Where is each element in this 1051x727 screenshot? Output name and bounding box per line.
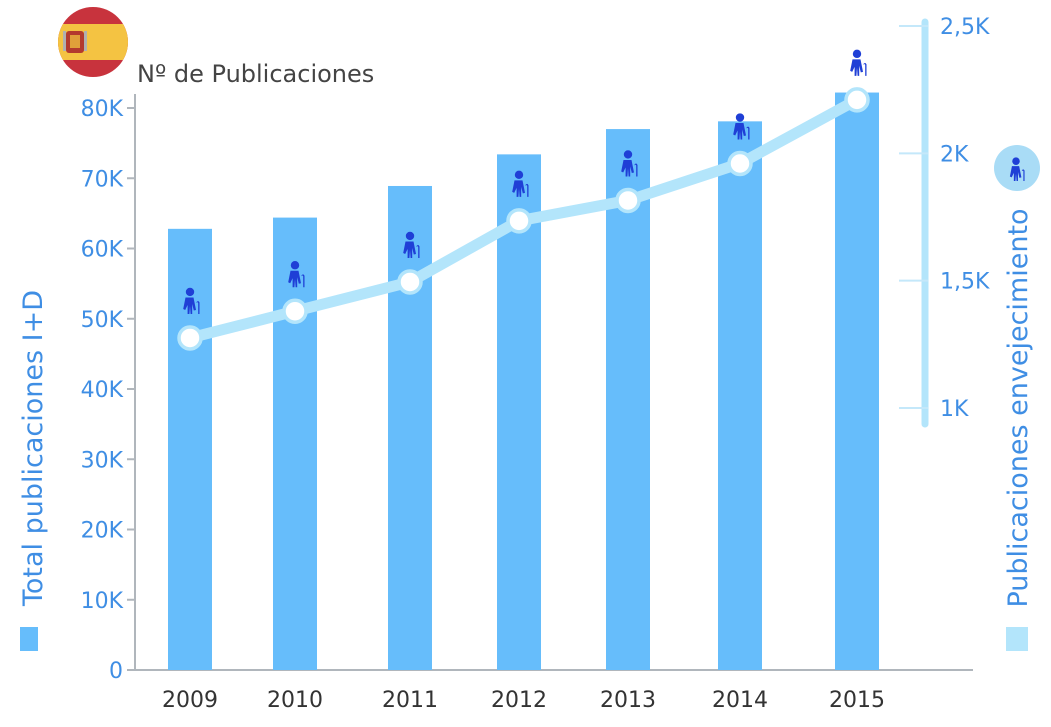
y-tick-label: 20K <box>81 519 124 544</box>
bar <box>273 217 317 670</box>
y2-tick-label: 1K <box>940 397 969 422</box>
x-tick-label: 2014 <box>712 688 768 713</box>
y-axis-legend-swatch <box>20 627 38 651</box>
bar <box>388 185 432 671</box>
y2-legend-icon <box>994 145 1040 191</box>
y-tick-label: 10K <box>81 589 124 614</box>
y2-tick-label: 2,5K <box>940 15 990 40</box>
line-point <box>727 150 753 177</box>
y-axis-label: Total publicaciones I+D <box>18 290 49 607</box>
x-tick-label: 2013 <box>600 688 656 713</box>
elderly-person-icon <box>850 49 867 76</box>
line-point <box>615 187 641 214</box>
y-tick-label: 50K <box>81 308 124 333</box>
x-tick-label: 2010 <box>267 688 323 713</box>
y-tick-label: 60K <box>81 238 124 263</box>
y2-axis-legend-swatch <box>1006 627 1028 651</box>
y2-tick-label: 2K <box>940 142 969 167</box>
bar <box>718 121 762 670</box>
x-tick-label: 2011 <box>382 688 438 713</box>
y2-axis-label: Publicaciones envejecimiento <box>1003 208 1034 607</box>
line-point <box>397 269 423 295</box>
bar <box>835 92 879 671</box>
chart-title: Nº de Publicaciones <box>137 60 374 88</box>
line-point <box>282 298 308 324</box>
y-tick-label: 80K <box>81 97 124 122</box>
x-tick-label: 2015 <box>829 688 885 713</box>
bar <box>497 154 541 671</box>
line-point <box>177 325 203 351</box>
y-tick-label: 0 <box>109 659 123 684</box>
y2-tick-label: 1,5K <box>940 270 990 295</box>
y-tick-label: 40K <box>81 378 124 403</box>
y-tick-label: 30K <box>81 448 124 473</box>
spain-flag-icon <box>58 7 128 77</box>
y-tick-label: 70K <box>81 167 124 192</box>
line-point <box>506 208 532 234</box>
line-point <box>844 87 870 113</box>
x-tick-label: 2009 <box>162 688 218 713</box>
bar <box>606 129 650 670</box>
x-tick-label: 2012 <box>491 688 547 713</box>
